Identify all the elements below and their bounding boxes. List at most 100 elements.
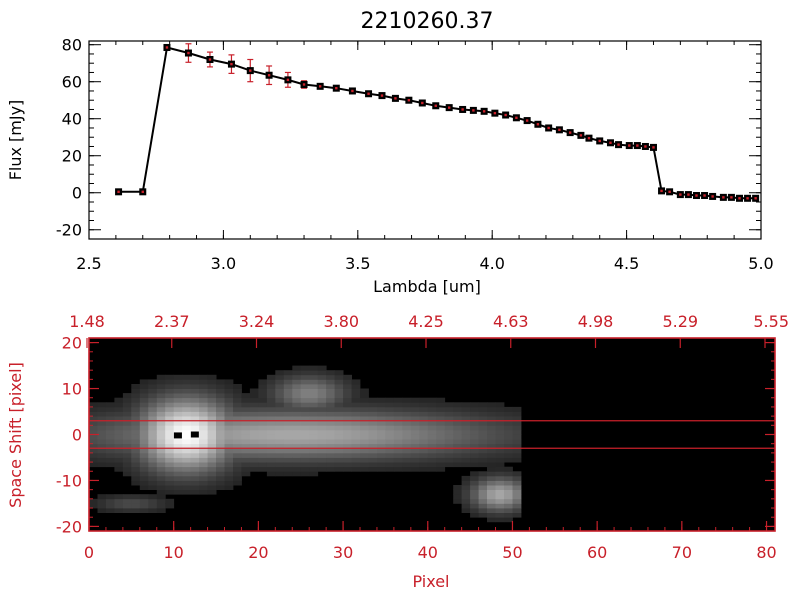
image-cell [216, 434, 225, 440]
image-cell [122, 416, 132, 422]
image-cell [419, 443, 429, 449]
image-cell [190, 452, 200, 458]
image-cell [478, 494, 488, 500]
image-cell [478, 471, 488, 477]
image-cell [470, 420, 479, 426]
image-cell [139, 384, 149, 389]
image-cell [334, 434, 344, 440]
image-cell [148, 443, 158, 449]
image-cell [504, 406, 513, 412]
image-cell [190, 379, 200, 385]
image-cell [393, 425, 403, 431]
image-cell [182, 471, 192, 477]
image-cell [487, 517, 496, 523]
image-cell [165, 384, 175, 389]
image-cell [224, 471, 234, 477]
image-cell [461, 425, 471, 431]
image-cell [131, 397, 141, 403]
image-cell [131, 402, 141, 408]
data-point-center [302, 83, 306, 86]
image-cell [233, 462, 242, 468]
image-cell [512, 406, 522, 412]
image-cell [173, 379, 183, 385]
pixel-tick-label: 50 [502, 543, 522, 562]
image-cell [241, 466, 251, 472]
image-cell [326, 434, 335, 440]
image-cell [131, 457, 141, 463]
image-cell [105, 416, 115, 422]
image-cell [470, 452, 479, 458]
image-cell [122, 420, 132, 426]
image-cell [444, 452, 454, 458]
image-cell [487, 498, 496, 504]
y-tick-label: 40 [62, 110, 82, 129]
image-cell [139, 503, 149, 509]
image-cell [131, 471, 141, 477]
image-cell [182, 397, 192, 403]
image-cell [233, 439, 242, 445]
image-cell [419, 462, 429, 468]
image-cell [478, 457, 488, 463]
image-cell [453, 434, 463, 440]
image-cell [334, 384, 344, 389]
image-cell [453, 411, 463, 417]
image-cell [165, 379, 175, 385]
image-cell [326, 402, 335, 408]
image-cell [216, 379, 225, 385]
image-cell [334, 374, 344, 380]
image-cell [241, 393, 251, 399]
image-cell [131, 393, 141, 399]
spectrum-plot: 2.5 3.0 3.5 4.0 4.5 5.0 -20 0 20 40 60 80 [56, 36, 774, 273]
image-cell [368, 429, 378, 435]
image-cell [326, 466, 335, 472]
image-cell [419, 397, 429, 403]
image-cell [275, 420, 285, 426]
image-cell [148, 434, 158, 440]
image-cell [266, 374, 276, 380]
image-cell [461, 439, 471, 445]
image-cell [266, 402, 276, 408]
image-cell [156, 425, 166, 431]
wavelength-tick-label: 4.63 [493, 312, 529, 331]
image-cell [393, 462, 403, 468]
image-cell [216, 388, 225, 394]
image-cell [351, 416, 361, 422]
image-cell [495, 508, 505, 513]
image-cell [97, 508, 107, 513]
y-tick-label: 60 [62, 73, 82, 92]
image-cell [326, 416, 335, 422]
image-cell [317, 393, 327, 399]
image-cell [266, 434, 276, 440]
image-cell [89, 416, 98, 422]
image-cell [114, 425, 124, 431]
image-cell [461, 485, 471, 490]
image-cell [131, 452, 141, 458]
image-cell [148, 420, 158, 426]
image-cell [326, 425, 335, 431]
image-cell [385, 397, 395, 403]
image-cell [165, 485, 175, 490]
spectrogram-tick-layer: 0 10 20 30 40 50 60 70 80 -20 -10 0 10 20 1.48 2.37 3.24… [56, 312, 789, 562]
image-cell [368, 416, 378, 422]
image-cell [283, 374, 293, 380]
image-cell [266, 448, 276, 454]
image-cell [453, 462, 463, 468]
image-cell [478, 425, 488, 431]
image-cell [495, 452, 505, 458]
image-cell [190, 416, 200, 422]
image-cell [258, 443, 268, 449]
image-cell [436, 448, 446, 454]
image-cell [419, 448, 429, 454]
data-point-center [598, 139, 601, 143]
image-cell [266, 406, 276, 412]
image-cell [266, 452, 276, 458]
image-cell [504, 480, 513, 486]
image-cell [207, 425, 217, 431]
image-cell [461, 411, 471, 417]
data-point-center [558, 128, 561, 132]
image-cell [377, 452, 386, 458]
image-cell [224, 475, 234, 481]
data-point-center [351, 89, 354, 93]
image-cell [122, 443, 132, 449]
image-cell [393, 439, 403, 445]
